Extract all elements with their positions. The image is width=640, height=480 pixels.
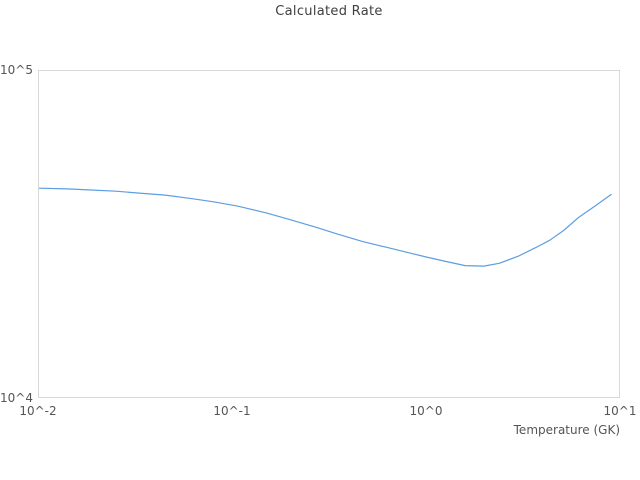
- plot-area: [38, 70, 620, 398]
- x-tick-label: 10^-2: [19, 404, 57, 418]
- y-tick-label: 10^5: [0, 63, 33, 77]
- x-tick-label: 10^0: [409, 404, 443, 418]
- y-tick-label: 10^4: [0, 391, 33, 405]
- rate-line-series: [39, 187, 612, 267]
- chart-canvas: [39, 187, 612, 267]
- x-axis-title: Temperature (GK): [513, 423, 620, 437]
- chart-title: Calculated Rate: [275, 4, 383, 19]
- x-tick-label: 10^-1: [213, 404, 251, 418]
- x-tick-label: 10^1: [603, 404, 637, 418]
